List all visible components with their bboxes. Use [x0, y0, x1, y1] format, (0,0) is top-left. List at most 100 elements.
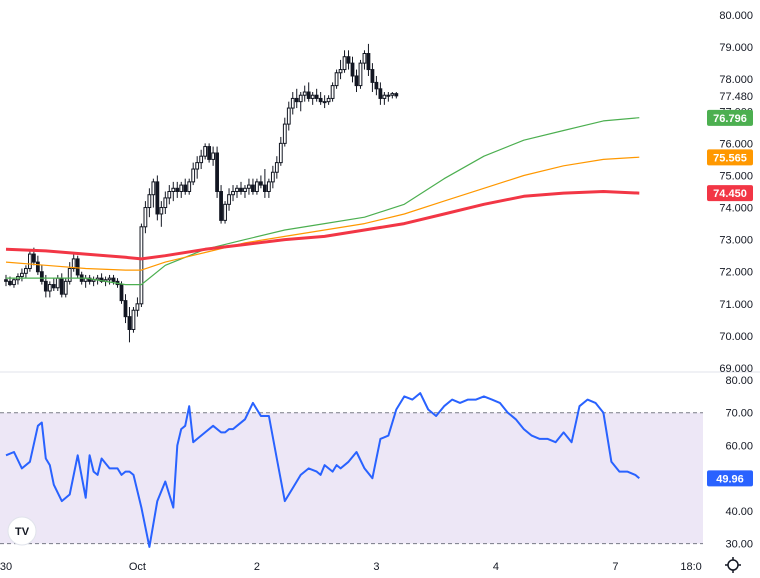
candle-body [334, 72, 339, 87]
ma-value-badge-text: 74.450 [713, 188, 747, 200]
candle-body [227, 194, 231, 205]
settings-gear-icon[interactable] [725, 557, 741, 573]
time-axis-tick-label: 7 [612, 561, 618, 573]
candle-body [215, 152, 219, 192]
candle-body [159, 207, 164, 215]
ma-value-badge [707, 185, 753, 202]
ma-value-badge-text: 75.565 [713, 152, 747, 164]
candle-body [251, 184, 255, 192]
candle-body [59, 277, 64, 295]
rsi-axis-tick-label: 60.00 [725, 440, 753, 452]
candle-body [163, 197, 168, 209]
candle-body [31, 253, 36, 263]
candle-body [262, 184, 267, 192]
candle-body [175, 187, 180, 192]
candle-body [183, 184, 188, 192]
candle-body [43, 280, 48, 292]
candle-body [67, 268, 72, 282]
candle-body [99, 277, 104, 282]
rsi-axis-tick-label: 30.00 [725, 539, 753, 551]
candle-body [139, 226, 144, 305]
candle-body [8, 280, 12, 286]
candle-body [386, 94, 391, 97]
rsi-value-badge [707, 470, 753, 487]
ma-green-line [6, 117, 640, 286]
price-axis-tick-label: 75.000 [719, 170, 753, 182]
candle-body [55, 277, 60, 289]
candle-body [302, 91, 307, 96]
candle-body [239, 187, 243, 192]
candle-body [247, 184, 251, 189]
time-axis-tick-label: Oct [129, 561, 146, 573]
time-axis-tick-label: 18:0 [680, 561, 701, 573]
price-axis-tick-label: 76.000 [719, 138, 753, 150]
candle-body [314, 94, 319, 99]
candle-body [211, 152, 216, 160]
candle-body [342, 56, 347, 71]
candle-body [20, 272, 24, 278]
candle-body [310, 94, 315, 99]
candle-body [71, 258, 76, 270]
candle-body [119, 284, 124, 302]
rsi-value-badge-text: 49.96 [716, 473, 744, 485]
candle-body [330, 85, 335, 99]
tradingview-logo[interactable]: TV [7, 516, 37, 546]
price-axis-tick-label: 73.000 [719, 235, 753, 247]
candle-body [155, 181, 160, 215]
price-axis-tick-label: 70.000 [719, 331, 753, 343]
candle-body [51, 284, 56, 289]
candle-body [346, 56, 351, 64]
candle-body [390, 93, 395, 96]
time-axis-tick-label: 2 [254, 561, 260, 573]
candle-body [259, 181, 263, 186]
ma-value-badge-text: 76.796 [713, 113, 747, 125]
candle-body [39, 271, 44, 282]
candle-body [147, 194, 152, 209]
candle-body [274, 162, 279, 173]
logo-text: TV [15, 526, 30, 538]
candle-body [306, 91, 311, 99]
rsi-line [5, 392, 640, 548]
candle-body [282, 123, 287, 144]
candle-body [266, 181, 271, 192]
candle-body [143, 207, 148, 228]
candle-body [151, 181, 156, 196]
candle-body [378, 88, 383, 99]
candle-body [270, 171, 275, 183]
candle-body [199, 155, 204, 164]
candle-body [123, 300, 128, 318]
x-axis: 30 Oct 2 3 4 7 18:0 [0, 561, 702, 573]
candle-body [243, 187, 247, 192]
candle-body [318, 97, 323, 103]
price-axis-tick-label: 74.000 [719, 203, 753, 215]
candle-body [131, 309, 136, 330]
candle-body [294, 97, 299, 103]
candle-body [298, 94, 303, 103]
candle-body [350, 62, 355, 77]
price-axis-tick-label: 72.000 [719, 267, 753, 279]
logo-badge [7, 516, 37, 546]
candle-body [107, 277, 112, 281]
candle-body [191, 168, 196, 183]
ma-orange-line [5, 156, 640, 271]
rsi-axis-tick-label: 70.00 [725, 408, 753, 420]
ma-value-badge [707, 109, 753, 126]
price-pane: 80.00079.00078.00077.00076.00075.00074.0… [0, 10, 760, 375]
gear-icon [727, 559, 739, 571]
candle-body [322, 101, 327, 104]
time-axis-tick-label: 30 [0, 561, 12, 573]
candle-body [366, 53, 371, 71]
candle-body [135, 303, 140, 311]
candle-body [235, 187, 239, 192]
candle-body [231, 191, 235, 196]
candle-body [12, 279, 16, 286]
ma-red-line [5, 190, 640, 261]
candle-body [362, 53, 367, 64]
candle-body [255, 181, 259, 192]
candle-body [28, 253, 32, 270]
time-axis-tick-label: 3 [373, 561, 379, 573]
candle-body [223, 203, 227, 221]
price-axis-tick-label: 79.000 [719, 42, 753, 54]
candle-body [187, 181, 192, 192]
